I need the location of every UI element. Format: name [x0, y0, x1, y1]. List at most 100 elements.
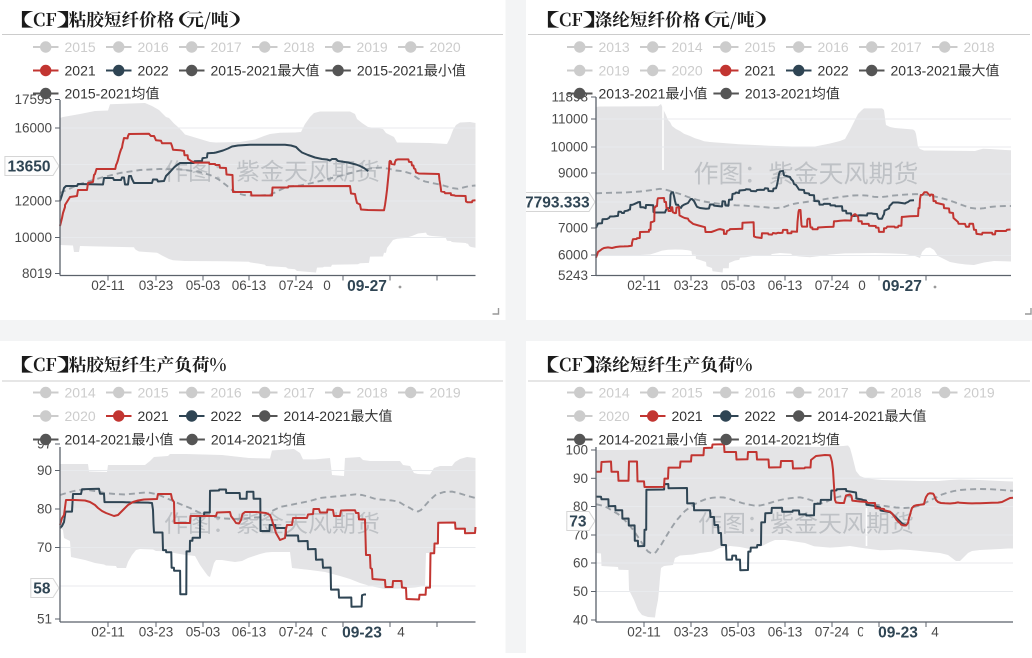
svg-text:2022: 2022 — [745, 408, 776, 424]
svg-text:2015: 2015 — [65, 39, 96, 55]
svg-text:2020: 2020 — [65, 408, 96, 424]
svg-text:2016: 2016 — [818, 39, 849, 55]
svg-text:2014-2021: 2014-2021 — [818, 408, 885, 424]
svg-text:9000: 9000 — [558, 166, 588, 181]
svg-text:80: 80 — [573, 499, 588, 514]
svg-text:60: 60 — [573, 556, 588, 571]
svg-text:50: 50 — [573, 584, 588, 599]
svg-text:2021: 2021 — [65, 62, 96, 78]
svg-text:2017: 2017 — [284, 384, 315, 400]
svg-text:2015: 2015 — [672, 384, 703, 400]
svg-text:2016: 2016 — [211, 384, 242, 400]
svg-text:10000: 10000 — [550, 140, 588, 155]
svg-text:2019: 2019 — [357, 39, 388, 55]
svg-text:16000: 16000 — [14, 121, 52, 136]
svg-text:2018: 2018 — [357, 384, 388, 400]
svg-text:0: 0 — [323, 278, 331, 293]
svg-text:12000: 12000 — [14, 194, 52, 209]
svg-text:70: 70 — [37, 540, 52, 555]
svg-text:03-23: 03-23 — [139, 278, 174, 293]
svg-text:2021: 2021 — [745, 62, 776, 78]
svg-text:4: 4 — [397, 625, 405, 640]
svg-text:90: 90 — [573, 471, 588, 486]
svg-text:09-27: 09-27 — [347, 278, 387, 295]
svg-text:7793.333: 7793.333 — [525, 195, 590, 212]
svg-text:2022: 2022 — [138, 62, 169, 78]
svg-text:73: 73 — [569, 514, 587, 531]
svg-text:40: 40 — [573, 613, 588, 628]
svg-text:09-23: 09-23 — [342, 625, 382, 642]
svg-text:07-24: 07-24 — [279, 625, 314, 640]
svg-text:100: 100 — [565, 443, 588, 458]
svg-text:70: 70 — [573, 528, 588, 543]
svg-text:6000: 6000 — [558, 248, 588, 263]
svg-text:2016: 2016 — [138, 39, 169, 55]
svg-text:06-13: 06-13 — [768, 625, 803, 640]
svg-text:03-23: 03-23 — [674, 625, 709, 640]
svg-text:5243: 5243 — [558, 268, 588, 283]
svg-text:80: 80 — [37, 502, 52, 517]
svg-text:2013-2021: 2013-2021 — [891, 62, 958, 78]
svg-text:2014-2021: 2014-2021 — [284, 408, 351, 424]
svg-text:0: 0 — [857, 625, 865, 640]
svg-text:2013-2021: 2013-2021 — [599, 85, 666, 101]
svg-text:2015: 2015 — [138, 384, 169, 400]
svg-text:11000: 11000 — [551, 112, 588, 127]
svg-text:2014: 2014 — [672, 39, 703, 55]
svg-text:2018: 2018 — [891, 384, 922, 400]
svg-text:2022: 2022 — [818, 62, 849, 78]
svg-text:8019: 8019 — [22, 266, 52, 281]
svg-text:2019: 2019 — [430, 384, 461, 400]
svg-text:2017: 2017 — [211, 39, 242, 55]
svg-text:2021: 2021 — [138, 408, 169, 424]
svg-text:09-27: 09-27 — [882, 278, 922, 295]
svg-text:2019: 2019 — [964, 384, 995, 400]
svg-text:05-03: 05-03 — [721, 278, 756, 293]
svg-text:4: 4 — [931, 625, 939, 640]
svg-text:02-11: 02-11 — [91, 625, 125, 640]
svg-text:2019: 2019 — [599, 62, 630, 78]
svg-text:0: 0 — [858, 278, 866, 293]
svg-text:10000: 10000 — [14, 230, 52, 245]
svg-text:2018: 2018 — [284, 39, 315, 55]
svg-text:02-11: 02-11 — [627, 625, 661, 640]
svg-text:13650: 13650 — [7, 159, 50, 176]
svg-text:2018: 2018 — [964, 39, 995, 55]
svg-text:03-23: 03-23 — [139, 625, 174, 640]
svg-text:0: 0 — [321, 625, 329, 640]
svg-text:07-24: 07-24 — [815, 625, 850, 640]
svg-text:2016: 2016 — [745, 384, 776, 400]
svg-text:2014: 2014 — [65, 384, 96, 400]
svg-text:2013-2021: 2013-2021 — [745, 85, 812, 101]
svg-text:2014-2021: 2014-2021 — [211, 431, 278, 447]
svg-text:2021: 2021 — [672, 408, 703, 424]
svg-text:2015-2021: 2015-2021 — [211, 62, 278, 78]
svg-text:90: 90 — [37, 463, 52, 478]
svg-text:2013: 2013 — [599, 39, 630, 55]
svg-text:2014-2021: 2014-2021 — [745, 431, 812, 447]
svg-text:2017: 2017 — [891, 39, 922, 55]
svg-text:2020: 2020 — [430, 39, 461, 55]
svg-text:7000: 7000 — [558, 221, 588, 236]
svg-text:2020: 2020 — [599, 408, 630, 424]
svg-text:2015: 2015 — [745, 39, 776, 55]
svg-text:2015-2021: 2015-2021 — [357, 62, 424, 78]
svg-text:07-24: 07-24 — [815, 278, 850, 293]
svg-text:02-11: 02-11 — [91, 278, 125, 293]
svg-text:05-03: 05-03 — [186, 278, 221, 293]
svg-text:07-24: 07-24 — [279, 278, 314, 293]
svg-text:03-23: 03-23 — [674, 278, 709, 293]
svg-text:2014: 2014 — [599, 384, 630, 400]
svg-text:2014-2021: 2014-2021 — [65, 431, 132, 447]
svg-text:06-13: 06-13 — [768, 278, 803, 293]
svg-text:06-13: 06-13 — [232, 625, 267, 640]
svg-text:58: 58 — [33, 581, 51, 598]
svg-text:2015-2021: 2015-2021 — [65, 85, 132, 101]
svg-text:02-11: 02-11 — [627, 278, 661, 293]
svg-text:09-23: 09-23 — [878, 625, 918, 642]
svg-text:2020: 2020 — [672, 62, 703, 78]
svg-text:05-03: 05-03 — [721, 625, 756, 640]
svg-text:05-03: 05-03 — [186, 625, 221, 640]
svg-text:2017: 2017 — [818, 384, 849, 400]
svg-text:2022: 2022 — [211, 408, 242, 424]
